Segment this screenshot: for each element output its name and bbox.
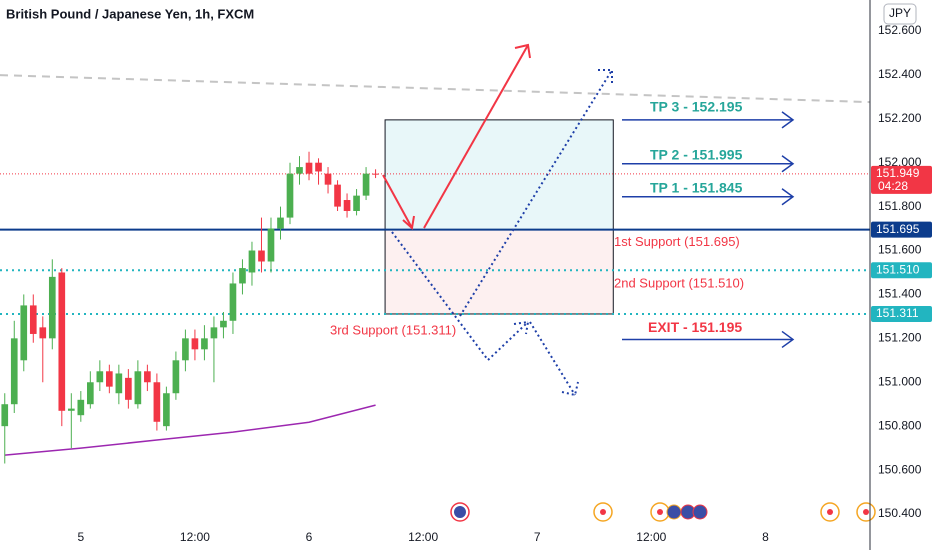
y-tick-label: 151.800 [878,199,922,213]
moving-average [4,404,376,456]
price-tag-label: 151.949 [876,166,920,180]
candle-body [172,360,180,394]
trendline [0,74,870,104]
price-tag [871,262,932,279]
candle-body [163,393,170,427]
candle-body [296,167,303,174]
annotation: EXIT - 151.195 [648,319,742,335]
x-tick-label: 12:00 [180,530,210,544]
candle-body [372,173,379,175]
candle-body [20,305,28,361]
annotation: 3rd Support (151.311) [330,322,456,337]
annotation: TP 1 - 151.845 [650,179,743,195]
zone [384,229,614,315]
y-tick-label: 152.200 [878,111,922,125]
y-tick-label: 151.400 [878,287,922,301]
price-path-arrows [382,43,613,397]
price-tag-label: 151.311 [876,306,919,320]
candle-body [353,195,360,211]
candle-body [96,371,104,383]
candle-body [334,184,341,207]
chart-title: British Pound / Japanese Yen, 1h, FXCM [6,6,254,21]
target-arrow-head [781,155,795,173]
y-tick-label: 151.200 [878,331,922,345]
candle-body [58,272,66,411]
zone [384,119,614,231]
event-icons [450,502,876,522]
candle-body [305,162,313,174]
x-tick-label: 7 [534,530,541,544]
countdown: 04:28 [878,179,908,193]
y-tick-label: 151.600 [878,243,922,257]
y-tick-label: 151.000 [878,374,922,388]
x-tick-label: 6 [306,530,313,544]
candle-body [258,250,265,262]
candle-body [39,327,47,339]
plot-area [0,74,870,464]
candle-body [115,373,123,394]
candle-body [343,200,351,211]
currency-box [883,3,917,25]
price-tag-label: 151.510 [876,262,920,276]
price-tag [871,221,932,238]
candle-body [277,217,284,229]
y-tick-label: 152.600 [878,23,922,37]
candle-body [182,338,189,361]
x-tick-label: 12:00 [408,530,438,544]
candle-body [286,173,294,218]
candle-body [229,283,237,321]
annotation: TP 3 - 152.195 [650,99,743,115]
candle-body [153,382,161,422]
y-tick-label: 150.600 [878,462,922,476]
candle-body [324,173,332,185]
candle-body [29,305,37,334]
x-tick-label: 8 [762,530,769,544]
target-arrow-head [781,330,795,349]
candle-body [362,173,370,196]
x-tick-label: 12:00 [636,530,666,544]
price-tag-label: 151.695 [876,222,920,236]
annotation: 1st Support (151.695) [614,234,740,249]
candle-body [248,250,256,273]
y-tick-label: 152.000 [878,155,922,169]
price-tag [871,165,932,194]
annotation: 2nd Support (151.510) [614,276,744,291]
candle-body [125,377,132,400]
candle-body [106,371,113,387]
candle-body [210,327,218,339]
candle-body [10,338,18,405]
annotation: TP 2 - 151.995 [650,146,743,162]
candle-body [144,371,151,383]
target-arrow-head [781,111,795,129]
candle-body [267,228,275,262]
candle-body [315,162,322,172]
price-tag [871,305,932,322]
candle-body [48,276,56,339]
candle-body [201,338,208,350]
y-tick-label: 150.800 [878,418,922,432]
y-tick-label: 150.400 [878,506,922,520]
candle-body [1,404,9,427]
currency: JPY [889,6,911,20]
candle-body [77,399,85,416]
candle-body [191,338,199,350]
x-tick-label: 5 [77,530,84,544]
candle-body [134,371,142,405]
candle-body [87,382,94,405]
y-tick-label: 152.400 [878,67,922,81]
target-arrow-head [781,188,795,206]
candle-body [239,268,246,284]
candle-body [220,320,227,328]
candle-body [67,408,75,411]
